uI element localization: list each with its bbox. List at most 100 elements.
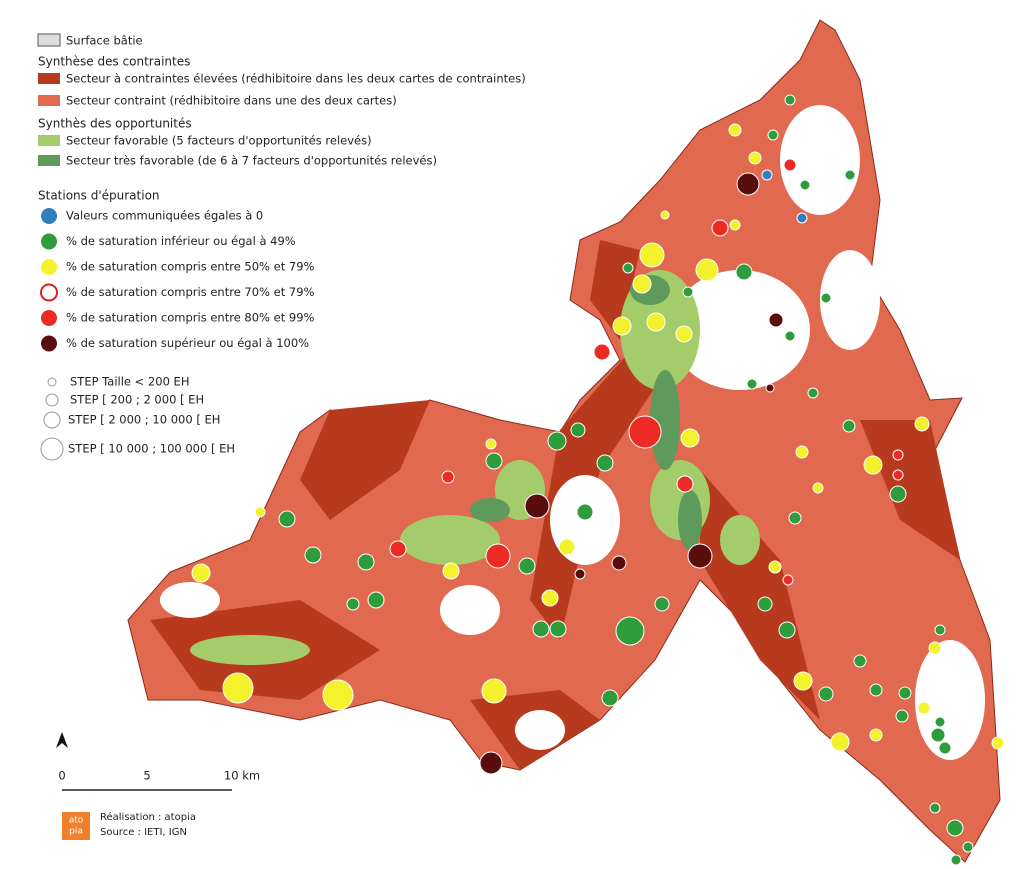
station — [549, 620, 567, 638]
station — [820, 292, 832, 304]
legend-symbol — [41, 335, 57, 352]
station — [576, 503, 594, 521]
station — [736, 172, 760, 196]
map-area — [127, 19, 1005, 866]
station — [660, 210, 670, 220]
legend-label: Valeurs communiquées égales à 0 — [66, 209, 263, 223]
station — [485, 543, 511, 569]
station — [622, 262, 634, 274]
legend-symbol — [41, 233, 57, 250]
legend-symbol — [40, 283, 58, 302]
station — [682, 286, 694, 298]
scale-label: 10 km — [224, 769, 260, 783]
legend-label: Secteur très favorable (de 6 à 7 facteur… — [66, 154, 437, 168]
station — [778, 621, 796, 639]
station — [729, 219, 741, 231]
station — [946, 819, 964, 837]
station — [853, 654, 867, 668]
station — [547, 431, 567, 451]
station — [654, 596, 670, 612]
station — [962, 841, 974, 853]
station — [889, 485, 907, 503]
station — [346, 597, 360, 611]
legend-heading: Synthès des opportunités — [38, 117, 192, 131]
station — [842, 419, 856, 433]
station — [612, 316, 632, 336]
station — [481, 678, 507, 704]
station — [728, 123, 742, 137]
station — [892, 469, 904, 481]
station — [322, 679, 354, 711]
swatch-favorable — [38, 135, 60, 146]
station — [278, 510, 296, 528]
station — [807, 387, 819, 399]
station — [593, 343, 611, 361]
station — [784, 94, 796, 106]
north-arrow — [56, 732, 68, 748]
legend-label: % de saturation compris entre 80% et 99% — [66, 311, 315, 325]
station — [191, 563, 211, 583]
station — [389, 540, 407, 558]
station — [735, 263, 753, 281]
swatch-constraint — [38, 95, 60, 106]
credit-line: Réalisation : atopia — [100, 811, 196, 823]
station — [479, 751, 503, 775]
station — [532, 620, 550, 638]
legend-label: STEP [ 200 ; 2 000 [ EH — [70, 393, 204, 407]
station — [812, 482, 824, 494]
station — [574, 568, 586, 580]
station — [917, 701, 931, 715]
station — [570, 422, 586, 438]
station — [711, 219, 729, 237]
credit-line: Source : IETI, IGN — [100, 827, 187, 838]
legend-label: Surface bâtie — [66, 34, 143, 48]
legend-label: % de saturation compris entre 70% et 79% — [66, 285, 315, 299]
very-favorable-zones — [470, 275, 702, 550]
legend-label: % de saturation compris entre 50% et 79% — [66, 260, 315, 274]
station — [830, 732, 850, 752]
station — [929, 802, 941, 814]
station — [869, 683, 883, 697]
station — [869, 728, 883, 742]
station — [934, 716, 946, 728]
station — [558, 538, 576, 556]
legend-symbol — [41, 259, 57, 275]
station — [675, 325, 693, 343]
station — [676, 475, 694, 493]
station — [788, 511, 802, 525]
station — [680, 428, 700, 448]
size-symbol — [47, 377, 57, 387]
legend-heading: Synthèse des contraintes — [38, 55, 190, 69]
station — [768, 560, 782, 574]
legend-heading: Stations d'épuration — [38, 189, 160, 203]
size-symbol — [40, 437, 64, 461]
station — [844, 169, 856, 181]
station — [367, 591, 385, 609]
station — [748, 151, 762, 165]
station — [611, 555, 627, 571]
station — [524, 493, 550, 519]
swatch-built — [37, 33, 61, 47]
swatch-very-favorable — [38, 155, 60, 166]
station — [628, 415, 662, 449]
station — [541, 589, 559, 607]
legend-label: STEP [ 10 000 ; 100 000 [ EH — [68, 442, 235, 456]
station — [646, 312, 666, 332]
station — [767, 129, 779, 141]
station — [914, 416, 930, 432]
station — [938, 741, 952, 755]
station — [442, 562, 460, 580]
station — [799, 179, 811, 191]
legend-label: % de saturation supérieur ou égal à 100% — [66, 336, 309, 350]
station — [784, 330, 796, 342]
station — [783, 158, 797, 172]
station — [596, 454, 614, 472]
station — [930, 727, 946, 743]
station — [687, 543, 713, 569]
station — [485, 438, 497, 450]
white-zones — [160, 105, 985, 760]
station — [761, 169, 773, 181]
scale-label: 5 — [143, 769, 150, 783]
station — [991, 736, 1005, 750]
